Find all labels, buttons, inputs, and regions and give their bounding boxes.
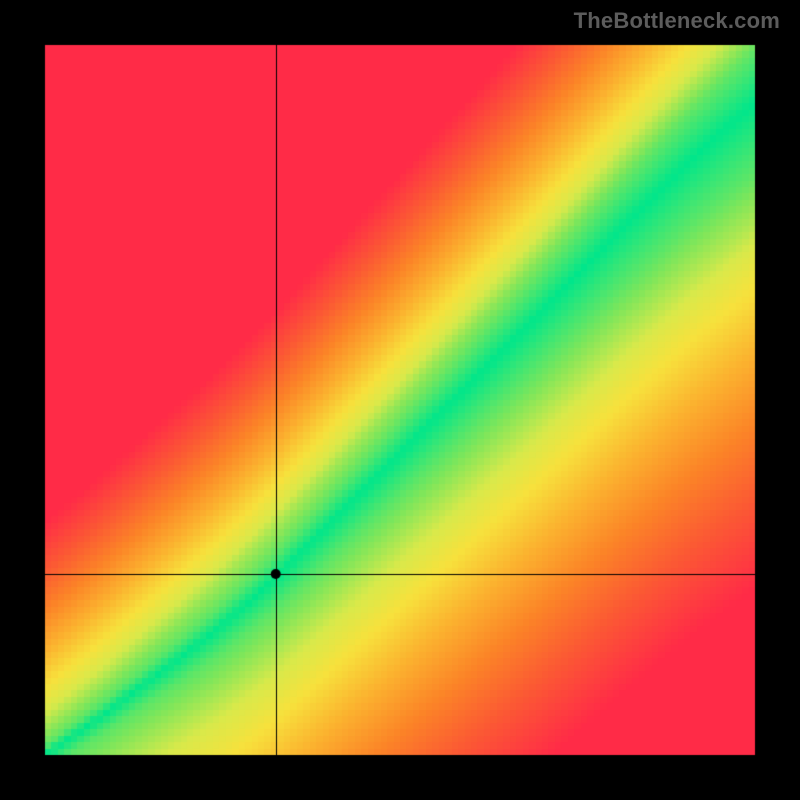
- bottleneck-heatmap: [0, 0, 800, 800]
- watermark-text: TheBottleneck.com: [574, 8, 780, 34]
- chart-container: TheBottleneck.com: [0, 0, 800, 800]
